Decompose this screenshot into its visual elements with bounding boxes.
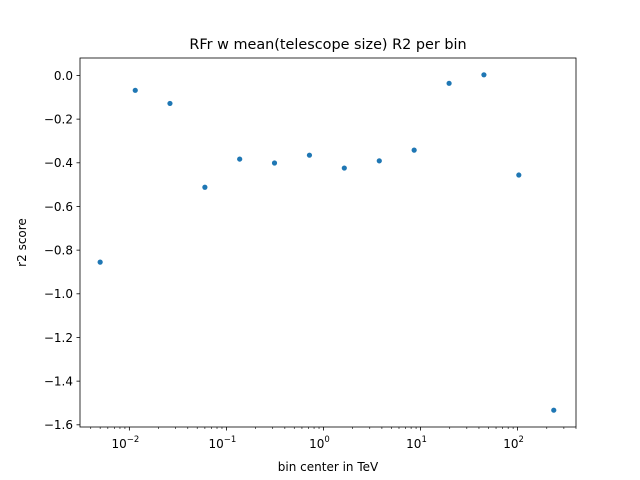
data-point xyxy=(551,407,557,413)
data-point xyxy=(446,80,452,86)
x-tick-exponent: 1 xyxy=(421,435,426,445)
x-axis: 10−2 10−1 100 101 102 xyxy=(90,427,577,451)
plot-frame xyxy=(79,57,577,428)
y-tick-label: −1.4 xyxy=(44,374,73,388)
y-tick-label: −0.4 xyxy=(44,156,73,170)
x-tick-label: 102 xyxy=(503,435,524,451)
x-tick-label: 10−1 xyxy=(209,435,237,451)
data-point xyxy=(237,156,243,162)
y-axis: 0.0 −0.2 −0.4 −0.6 −0.8 −1.0 −1.2 −1.4 −1.6 xyxy=(44,69,80,432)
y-tick-label: −1.2 xyxy=(44,331,73,345)
x-tick-exponent: −2 xyxy=(127,435,140,445)
x-tick-label: 101 xyxy=(406,435,427,451)
data-point xyxy=(376,158,382,164)
data-point xyxy=(271,160,278,166)
x-tick-base: 10 xyxy=(406,437,421,451)
data-point xyxy=(341,165,347,171)
y-tick-label: −0.6 xyxy=(44,200,73,214)
y-tick-label: −1.0 xyxy=(44,287,73,301)
x-tick-base: 10 xyxy=(503,437,518,451)
data-point xyxy=(202,184,208,190)
y-axis-label: r2 score xyxy=(15,218,29,267)
x-tick-label: 100 xyxy=(309,435,330,451)
x-tick-exponent: 2 xyxy=(518,435,523,445)
x-tick-base: 10 xyxy=(111,437,126,451)
y-tick-label: 0.0 xyxy=(54,69,73,83)
x-tick-exponent: 0 xyxy=(324,435,329,445)
data-points xyxy=(97,72,557,413)
y-tick-label: −0.8 xyxy=(44,243,73,257)
y-tick-label: −0.2 xyxy=(44,112,73,126)
data-point xyxy=(481,72,487,78)
data-point xyxy=(516,172,522,178)
data-point xyxy=(306,152,313,158)
x-tick-base: 10 xyxy=(309,437,324,451)
data-point xyxy=(411,147,417,153)
data-point xyxy=(167,100,173,107)
data-point xyxy=(132,87,138,93)
chart-title: RFr w mean(telescope size) R2 per bin xyxy=(189,37,466,53)
x-axis-label: bin center in TeV xyxy=(278,460,379,474)
y-tick-label: −1.6 xyxy=(44,418,73,432)
x-tick-label: 10−2 xyxy=(111,435,139,451)
x-tick-exponent: −1 xyxy=(224,435,237,445)
data-point xyxy=(97,259,103,265)
x-tick-base: 10 xyxy=(209,437,224,451)
